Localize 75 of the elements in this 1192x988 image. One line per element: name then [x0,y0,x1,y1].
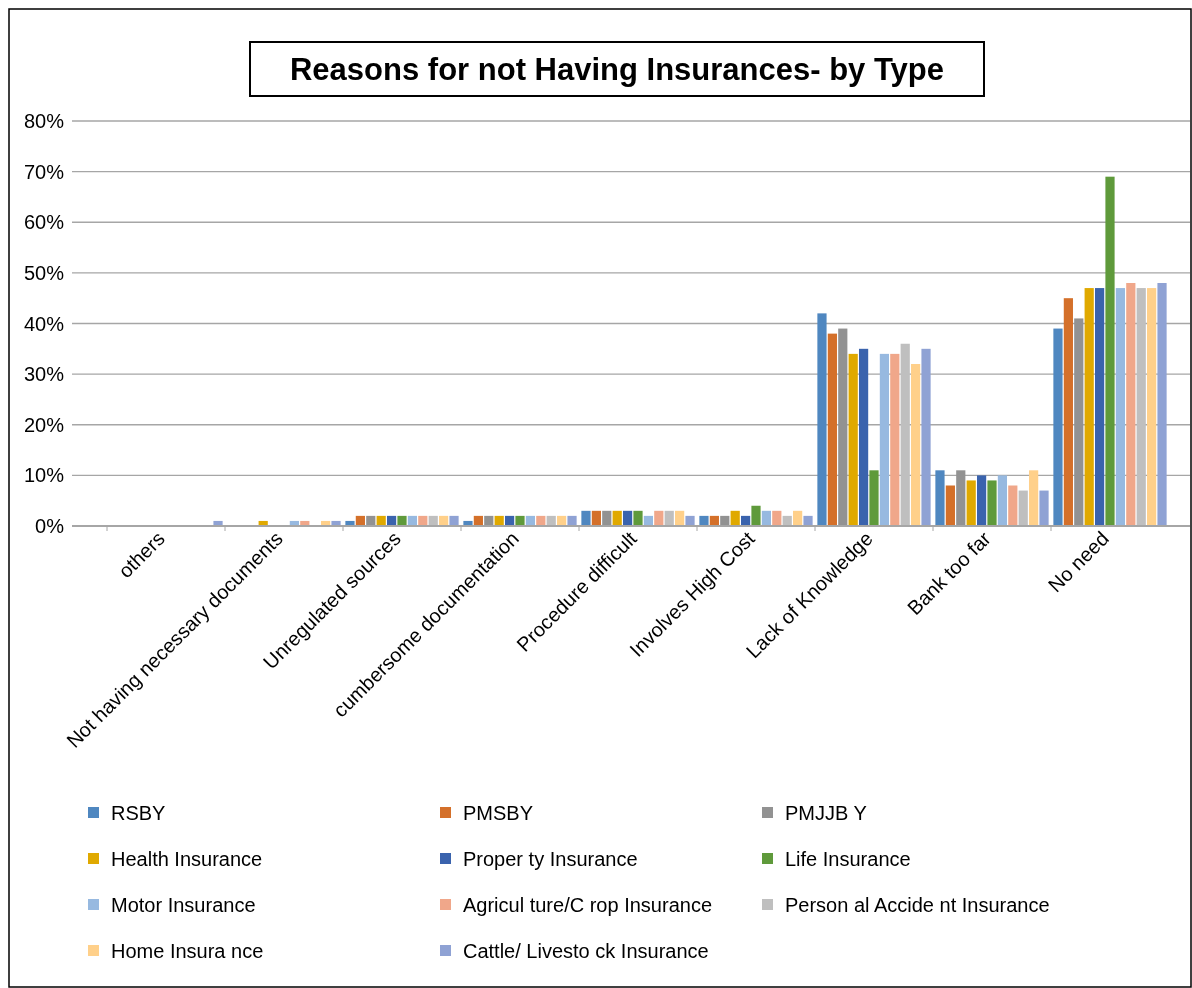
bar [817,313,827,526]
bar [581,510,591,526]
bar [911,364,921,526]
y-tick-label: 80% [23,110,65,132]
bar [921,348,931,526]
bar [699,515,709,526]
legend-label: RSBY [111,802,166,824]
y-tick-label: 10% [23,464,65,487]
bar [591,510,601,526]
bar [622,510,633,526]
bar [838,328,848,526]
legend-label: Cattle/ Livesto ck Insurance [463,940,709,962]
bar [633,510,643,526]
legend-label: PMJJB Y [785,802,867,824]
bar [858,348,869,526]
y-tick-label: 50% [23,261,65,284]
bar [1115,288,1126,526]
bar [675,510,685,526]
bar [761,510,772,526]
bar [848,353,858,526]
legend-label: Proper ty Insurance [463,848,638,870]
bar [567,515,577,526]
bar [1063,298,1073,526]
bar [869,470,879,526]
bar [935,470,945,526]
bar [827,333,837,526]
bar [987,480,997,526]
bar [1105,176,1115,526]
bar [1039,490,1049,526]
bar [1018,490,1028,526]
legend-label: Motor Insurance [111,894,256,916]
legend-label: Health Insurance [111,848,263,870]
bar [685,515,695,526]
bar [1126,283,1136,526]
chart-title: Reasons for not Having Insurances- by Type [289,52,945,87]
bar [1084,288,1094,526]
bar [1157,283,1167,526]
bar [664,510,674,526]
bar [602,510,612,526]
y-tick-label: 70% [23,160,65,183]
bar [966,480,976,526]
legend-label: PMSBY [463,802,534,824]
bar [1053,328,1063,526]
legend-label: Life Insurance [785,848,911,870]
bar [879,353,890,526]
bar [612,510,622,526]
bar [1136,288,1146,526]
legend-label: Person al Accide nt Insurance [785,894,1050,916]
bar [976,475,987,526]
bar [803,515,813,526]
legend-label: Home Insura nce [111,940,264,962]
bar [751,505,761,526]
legend-label: Agricul ture/C rop Insurance [463,894,713,916]
bar [793,510,803,526]
bar [1147,288,1157,526]
bar [945,485,955,526]
bar [900,343,910,526]
bar [1094,288,1105,526]
bar [772,510,782,526]
bar [956,470,966,526]
bar [654,510,664,526]
bar [730,510,740,526]
bar [890,353,900,526]
y-tick-label: 30% [23,363,65,386]
y-tick-label: 0% [35,515,65,537]
bar [515,515,525,526]
y-tick-label: 20% [23,413,65,436]
y-tick-label: 60% [23,211,65,234]
bar [1074,318,1084,526]
bar [449,515,459,526]
bar [1029,470,1039,526]
bar [997,475,1008,526]
y-tick-label: 40% [23,312,65,335]
bar [397,515,407,526]
bar [1008,485,1018,526]
